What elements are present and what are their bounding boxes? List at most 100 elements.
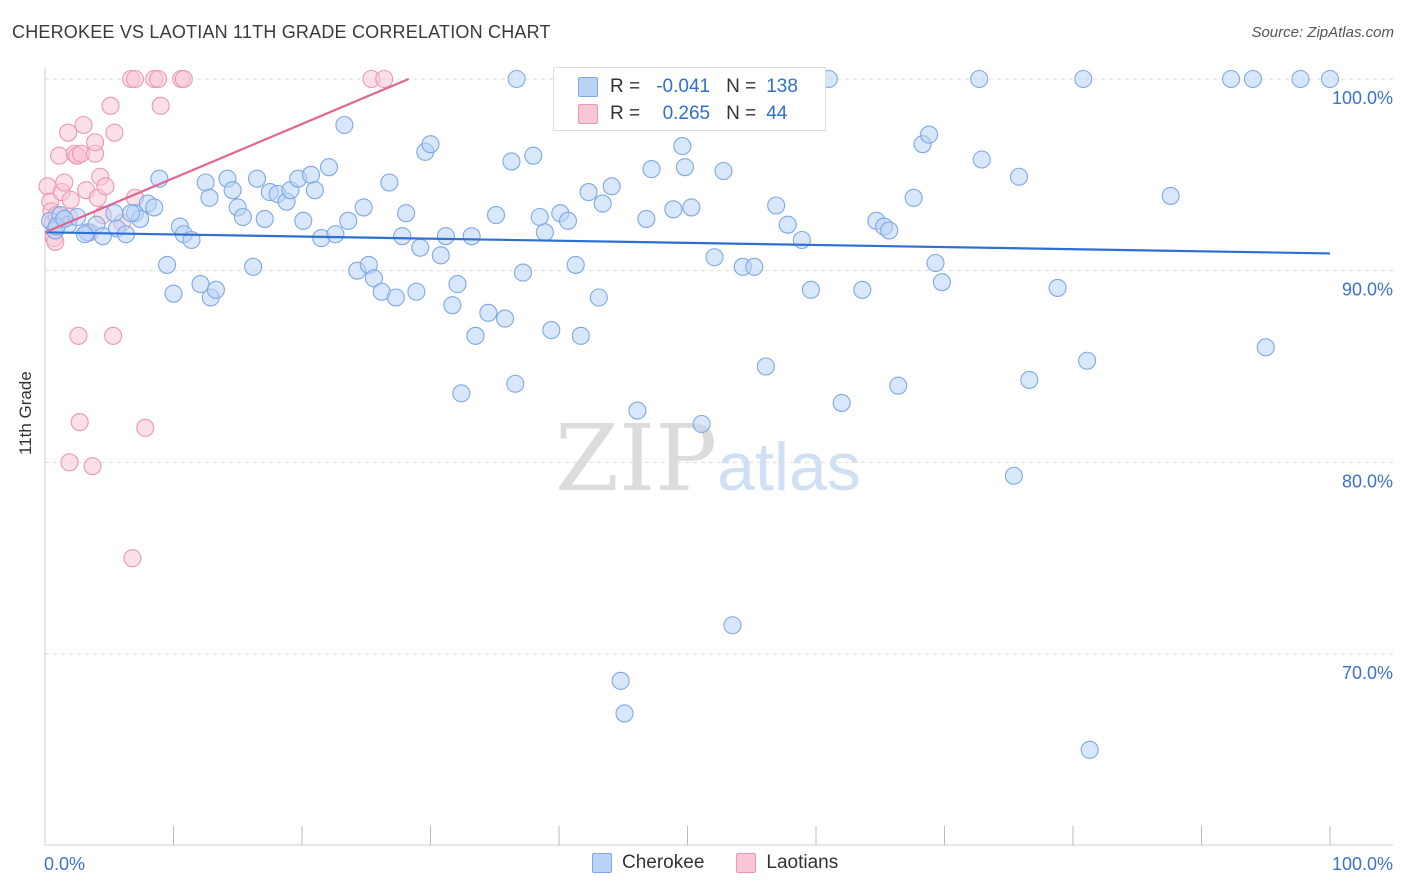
laotians-point xyxy=(136,418,155,437)
laotians-point xyxy=(149,69,168,89)
cherokee-point xyxy=(778,215,797,234)
cherokee-point xyxy=(506,374,525,393)
legend-label-laotians: Laotians xyxy=(766,852,839,873)
cherokee-point xyxy=(611,671,630,690)
cherokee-point xyxy=(745,257,764,276)
cherokee-point xyxy=(479,303,498,322)
cherokee-point xyxy=(801,280,820,299)
laotians-point xyxy=(101,96,120,115)
laotians-swatch xyxy=(736,853,757,873)
laotians-point xyxy=(59,123,78,142)
cherokee-point xyxy=(200,188,219,207)
legend-item-cherokee[interactable]: Cherokee xyxy=(592,852,704,874)
cherokee-point xyxy=(386,288,405,307)
cherokee-point xyxy=(1078,351,1097,370)
cherokee-point xyxy=(247,169,267,188)
cherokee-point xyxy=(932,273,951,292)
cherokee-point xyxy=(1161,186,1180,205)
cherokee-point xyxy=(637,209,656,228)
laotians-point xyxy=(151,96,170,115)
n-value: 138 xyxy=(766,76,798,97)
legend-item-laotians[interactable]: Laotians xyxy=(736,852,838,874)
laotians-points xyxy=(38,69,394,568)
cherokee-point xyxy=(93,227,112,246)
cherokee-point xyxy=(767,196,786,215)
cherokee-point xyxy=(889,376,908,395)
cherokee-point xyxy=(502,152,521,171)
cherokee-point xyxy=(602,177,621,196)
correlation-legend: R = -0.041 N = 138 R = 0.265 N = 44 xyxy=(553,67,826,131)
cherokee-point xyxy=(1222,69,1241,89)
cherokee-point xyxy=(566,255,585,274)
cherokee-point xyxy=(1080,740,1099,759)
cherokee-point xyxy=(853,280,872,299)
cherokee-point xyxy=(145,198,164,217)
x-tick-label: 100.0% xyxy=(1332,854,1393,874)
cherokee-point xyxy=(1291,69,1310,89)
cherokee-point xyxy=(535,223,554,242)
cherokee-point xyxy=(792,230,811,250)
cherokee-point xyxy=(364,269,384,288)
cherokee-point xyxy=(673,137,692,156)
laotians-point xyxy=(69,326,88,345)
cherokee-point xyxy=(579,183,598,202)
tick-labels: 70.0% 80.0% 90.0% 100.0% 0.0% 100.0% xyxy=(44,88,1393,874)
laotians-point xyxy=(83,457,102,476)
laotians-point xyxy=(375,69,394,89)
y-tick-label: 90.0% xyxy=(1342,280,1393,300)
axes xyxy=(44,68,1393,846)
cherokee-point xyxy=(164,284,183,303)
trend-lines xyxy=(44,77,1331,255)
cherokee-point xyxy=(294,211,313,230)
r-label: R = xyxy=(610,76,641,97)
cherokee-point xyxy=(1074,69,1093,89)
series-legend: Cherokee Laotians xyxy=(592,852,870,874)
legend-label-cherokee: Cherokee xyxy=(622,852,705,873)
cherokee-point xyxy=(443,296,462,315)
cherokee-point xyxy=(589,288,608,307)
x-tick-label: 0.0% xyxy=(44,854,85,874)
cherokee-point xyxy=(692,414,711,434)
r-label: R = xyxy=(610,103,641,124)
laotians-point xyxy=(174,69,193,89)
laotians-point xyxy=(86,133,105,152)
laotians-point xyxy=(70,413,89,432)
cherokee-point xyxy=(571,326,590,345)
cherokee-point xyxy=(615,704,634,723)
cherokee-point xyxy=(393,227,412,246)
cherokee-point xyxy=(593,194,612,213)
legend-row-cherokee: R = -0.041 N = 138 xyxy=(578,74,798,100)
cherokee-point xyxy=(411,238,430,257)
cherokee-point xyxy=(507,69,526,89)
cherokee-point xyxy=(122,204,141,223)
cherokee-point xyxy=(407,282,426,301)
cherokee-point xyxy=(920,125,939,144)
cherokee-point xyxy=(832,393,851,412)
cherokee-point xyxy=(319,158,339,177)
cherokee-point xyxy=(1243,69,1262,89)
cherokee-point xyxy=(244,257,263,276)
n-label: N = xyxy=(726,76,757,97)
cherokee-point xyxy=(642,160,661,179)
cherokee-point xyxy=(421,135,440,154)
cherokee-points xyxy=(41,69,1340,759)
laotians-point xyxy=(104,326,123,345)
cherokee-point xyxy=(158,255,177,274)
cherokee-point xyxy=(705,248,724,267)
laotians-point xyxy=(123,549,142,568)
cherokee-point xyxy=(354,198,373,217)
cherokee-point xyxy=(206,280,225,299)
cherokee-point xyxy=(105,204,124,223)
cherokee-point xyxy=(682,198,701,217)
laotians-point xyxy=(60,453,79,472)
y-tick-label: 100.0% xyxy=(1332,88,1393,108)
cherokee-point xyxy=(397,204,416,223)
cherokee-point xyxy=(335,115,354,135)
chart-title: CHEROKEE VS LAOTIAN 11TH GRADE CORRELATI… xyxy=(12,22,551,42)
cherokee-point xyxy=(1256,338,1275,357)
legend-row-laotians: R = 0.265 N = 44 xyxy=(578,101,787,127)
cherokee-point xyxy=(723,616,742,635)
laotians-trend-line xyxy=(44,77,410,234)
cherokee-point xyxy=(664,200,683,219)
